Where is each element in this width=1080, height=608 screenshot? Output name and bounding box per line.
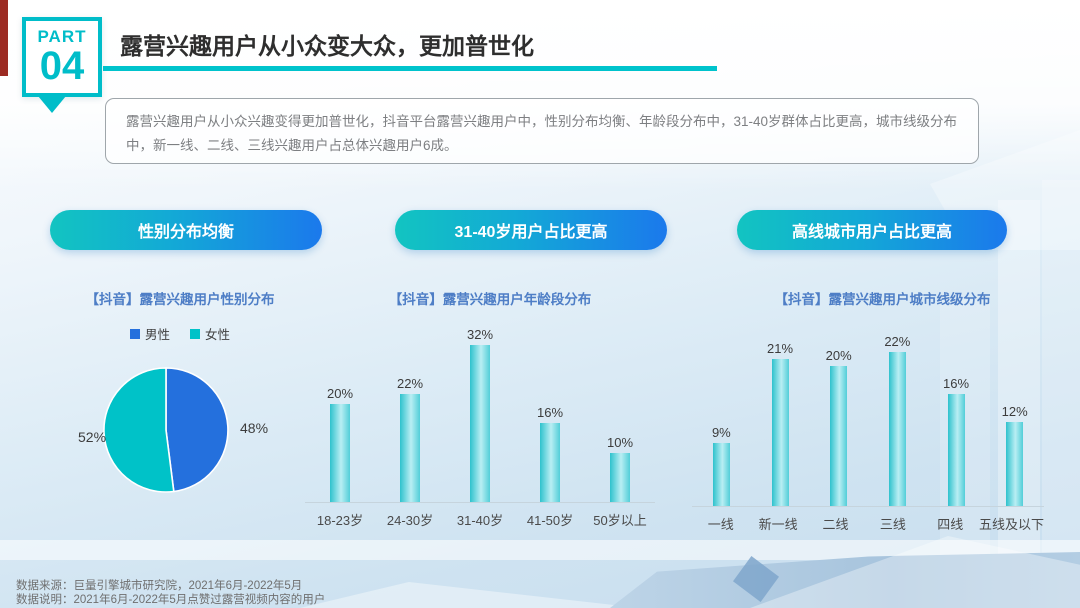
category-label: 41-50岁 (526, 513, 574, 528)
bar-value-label: 16% (536, 405, 564, 420)
pie-value-female: 52% (78, 429, 107, 445)
bar-column: 12% (985, 404, 1044, 506)
bar-value-label: 22% (396, 376, 424, 391)
legend-male-label: 男性 (144, 328, 170, 342)
badge-arrow-icon (38, 96, 66, 113)
legend-item-female: 女性 (190, 324, 230, 343)
pill-age-group: 31-40岁用户占比更高 (395, 210, 667, 250)
page-title: 露营兴趣用户从小众变大众，更加普世化 (120, 33, 534, 59)
bar-column: 20% (305, 386, 375, 502)
bar-value-label: 12% (1001, 404, 1028, 419)
category-label: 24-30岁 (386, 513, 434, 528)
bar (1006, 422, 1024, 506)
bar-column: 32% (445, 327, 515, 502)
description-text: 露营兴趣用户从小众兴趣变得更加普世化，抖音平台露营兴趣用户中，性别分布均衡、年龄… (126, 114, 958, 153)
bar (771, 359, 789, 506)
red-accent-bar (0, 0, 8, 76)
description-box: 露营兴趣用户从小众兴趣变得更加普世化，抖音平台露营兴趣用户中，性别分布均衡、年龄… (105, 98, 979, 164)
pie-slice-女性 (103, 367, 175, 493)
bar-value-label: 21% (766, 341, 794, 356)
bar-column: 10% (585, 435, 655, 502)
data-source-line: 数据来源：巨量引擎城市研究院，2021年6月-2022年5月 (16, 580, 303, 592)
category-label: 18-23岁 (316, 513, 364, 528)
bar-column: 16% (927, 376, 986, 506)
bar-column: 22% (375, 376, 445, 502)
bar-value-label: 9% (711, 425, 731, 440)
bar-plot: 20% 22% 32% 16% 10% (305, 312, 655, 503)
bar-value-label: 22% (884, 334, 911, 349)
age-bar-chart: 【抖音】露营兴趣用户年龄段分布 20% 22% 32% 16% 10% 18-23岁 24… (300, 288, 680, 529)
bar-column: 16% (515, 405, 585, 502)
category-label: 50岁以上 (593, 513, 647, 528)
category-label: 31-40岁 (456, 513, 504, 528)
legend-male-swatch (129, 328, 140, 339)
pie-value-male: 48% (240, 420, 269, 436)
legend-female-swatch (190, 328, 200, 339)
bg-shape-bottom-middle (300, 582, 640, 608)
footer: 数据来源：巨量引擎城市研究院，2021年6月-2022年5月 数据说明：2021… (16, 580, 325, 607)
bar (712, 443, 730, 506)
bar-value-label: 10% (606, 435, 634, 450)
chart-title: 【抖音】露营兴趣用户年龄段分布 (388, 292, 592, 307)
bar-value-label: 16% (943, 376, 970, 391)
pie-slice-男性 (165, 367, 229, 493)
category-label: 五线及以下 (978, 517, 1044, 532)
bar (540, 423, 560, 502)
legend-item-male: 男性 (129, 324, 170, 343)
pill-city-tier: 高线城市用户占比更高 (737, 210, 1007, 250)
bg-shape-bottom-band (0, 540, 1080, 560)
bg-shape-bottom-right (610, 552, 1080, 608)
category-axis: 18-23岁 24-30岁 31-40岁 41-50岁 50岁以上 (305, 503, 655, 529)
bar-column: 9% (692, 425, 751, 506)
city-bar-chart: 【抖音】露营兴趣用户城市线级分布 9% 21% 20% 22% 16% 12% 一线 新一线… (690, 288, 1075, 533)
chart-legend: 男性 女性 (40, 324, 320, 343)
part-badge: PART 04 (22, 17, 102, 97)
category-axis: 一线 新一线 二线 三线 四线 五线及以下 (692, 507, 1044, 533)
title-underline (103, 66, 717, 71)
legend-female-label: 女性 (205, 328, 231, 342)
data-note-line: 数据说明：2021年6月-2022年5月点赞过露营视频内容的用户 (16, 593, 326, 606)
pie-chart-svg (103, 367, 229, 493)
chart-title: 【抖音】露营兴趣用户性别分布 (85, 292, 275, 307)
pill-gender-balance: 性别分布均衡 (50, 210, 322, 250)
bar-column: 20% (809, 348, 868, 506)
bar (470, 345, 490, 502)
part-label: PART (37, 27, 87, 46)
bar-value-label: 20% (825, 348, 852, 363)
category-label: 二线 (822, 517, 849, 532)
bg-shape-bottom-diamond (733, 556, 779, 602)
category-label: 四线 (937, 517, 964, 532)
bar (610, 453, 630, 502)
bg-shape-bottom-right (750, 536, 1080, 608)
bar-column: 22% (868, 334, 927, 506)
bar (330, 404, 350, 502)
bar (830, 366, 848, 506)
bar (400, 394, 420, 502)
category-label: 三线 (879, 517, 906, 532)
part-number: 04 (39, 44, 85, 88)
chart-title: 【抖音】露营兴趣用户城市线级分布 (774, 292, 991, 307)
category-label: 新一线 (758, 517, 798, 532)
bar-column: 21% (751, 341, 810, 506)
bar-value-label: 20% (326, 386, 354, 401)
bar-plot: 9% 21% 20% 22% 16% 12% (692, 310, 1044, 507)
category-label: 一线 (707, 517, 734, 532)
gender-pie-chart: 【抖音】露营兴趣用户性别分布 男性 女性 52% 48% (40, 288, 320, 518)
bar (947, 394, 965, 506)
bar (888, 352, 906, 506)
bar-value-label: 32% (466, 327, 494, 342)
